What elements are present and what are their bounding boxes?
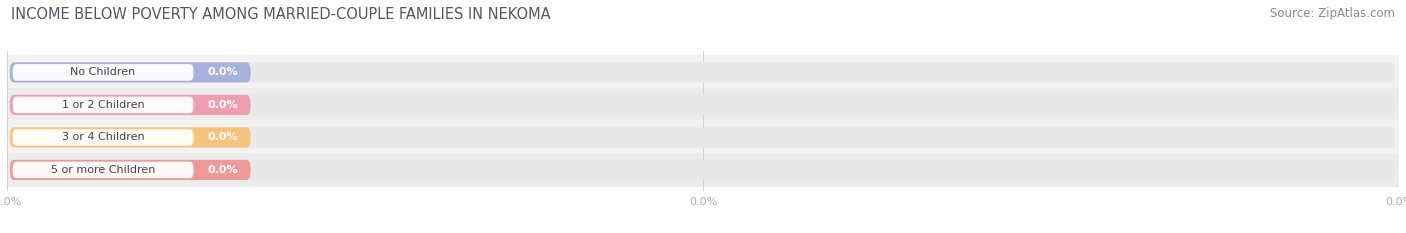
FancyBboxPatch shape (13, 129, 194, 146)
FancyBboxPatch shape (10, 127, 1395, 147)
Text: 3 or 4 Children: 3 or 4 Children (62, 132, 145, 142)
Text: 0.0%: 0.0% (208, 100, 238, 110)
Text: 0.0%: 0.0% (208, 165, 238, 175)
Text: 0.0%: 0.0% (208, 132, 238, 142)
Text: Source: ZipAtlas.com: Source: ZipAtlas.com (1270, 7, 1395, 20)
Text: 5 or more Children: 5 or more Children (51, 165, 155, 175)
FancyBboxPatch shape (7, 120, 1399, 155)
Text: INCOME BELOW POVERTY AMONG MARRIED-COUPLE FAMILIES IN NEKOMA: INCOME BELOW POVERTY AMONG MARRIED-COUPL… (11, 7, 551, 22)
FancyBboxPatch shape (10, 95, 250, 115)
FancyBboxPatch shape (7, 153, 1399, 187)
FancyBboxPatch shape (10, 127, 250, 147)
Text: No Children: No Children (70, 67, 136, 77)
FancyBboxPatch shape (13, 162, 194, 178)
FancyBboxPatch shape (10, 62, 250, 82)
FancyBboxPatch shape (7, 55, 1399, 90)
FancyBboxPatch shape (10, 160, 1395, 180)
FancyBboxPatch shape (10, 62, 1395, 82)
Text: 1 or 2 Children: 1 or 2 Children (62, 100, 145, 110)
Text: 0.0%: 0.0% (208, 67, 238, 77)
FancyBboxPatch shape (10, 95, 1395, 115)
FancyBboxPatch shape (7, 88, 1399, 122)
FancyBboxPatch shape (10, 160, 250, 180)
FancyBboxPatch shape (13, 64, 194, 81)
FancyBboxPatch shape (13, 97, 194, 113)
